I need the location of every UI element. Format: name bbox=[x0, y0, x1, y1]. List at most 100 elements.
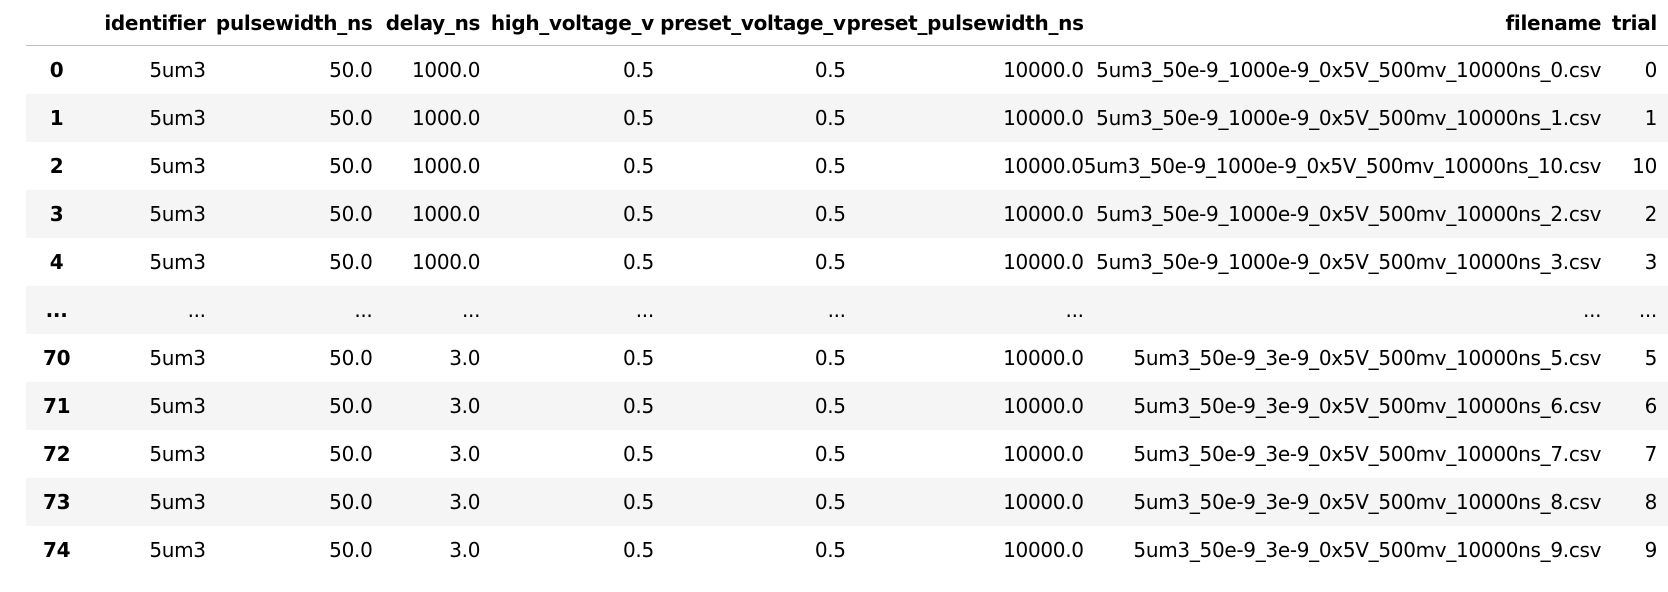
cell-high-voltage-v: ... bbox=[635, 298, 654, 322]
header-row: identifier pulsewidth_ns delay_ns high_v… bbox=[26, 0, 1668, 46]
cell-trial: 0 bbox=[1644, 58, 1658, 82]
cell-pulsewidth-ns: 50.0 bbox=[329, 202, 373, 226]
cell-delay-ns: 3.0 bbox=[449, 442, 481, 466]
cell-delay-ns: 3.0 bbox=[449, 394, 481, 418]
cell-high-voltage-v: 0.5 bbox=[622, 490, 654, 514]
cell-trial: 1 bbox=[1644, 106, 1658, 130]
cell-trial: 6 bbox=[1644, 394, 1658, 418]
column-header-preset-voltage-v: preset_voltage_v bbox=[653, 0, 846, 46]
row-index: 74 bbox=[42, 538, 71, 562]
table-row: 0 5um3 50.0 1000.0 0.5 0.5 10000.0 5um3_50e-9_1… bbox=[26, 46, 1668, 95]
row-index: 0 bbox=[49, 58, 64, 82]
row-index: 70 bbox=[42, 346, 71, 370]
column-header-delay-ns: delay_ns bbox=[372, 0, 480, 46]
cell-identifier: 5um3 bbox=[149, 106, 206, 130]
row-index: 2 bbox=[49, 154, 64, 178]
dataframe-table: identifier pulsewidth_ns delay_ns high_v… bbox=[26, 0, 1668, 574]
cell-filename: 5um3_50e-9_1000e-9_0x5V_500mv_10000ns_10… bbox=[1083, 154, 1602, 178]
cell-high-voltage-v: 0.5 bbox=[622, 202, 654, 226]
ellipsis-row: ........................... bbox=[26, 286, 1668, 334]
cell-identifier: 5um3 bbox=[149, 346, 206, 370]
cell-trial: 2 bbox=[1644, 202, 1658, 226]
cell-high-voltage-v: 0.5 bbox=[622, 58, 654, 82]
cell-trial: 7 bbox=[1644, 442, 1658, 466]
cell-preset-pulsewidth-ns: 10000.0 bbox=[1003, 250, 1084, 274]
cell-identifier: 5um3 bbox=[149, 394, 206, 418]
dataframe-output: identifier pulsewidth_ns delay_ns high_v… bbox=[26, 0, 1668, 574]
cell-filename: 5um3_50e-9_1000e-9_0x5V_500mv_10000ns_1.… bbox=[1096, 106, 1602, 130]
cell-pulsewidth-ns: 50.0 bbox=[329, 106, 373, 130]
cell-pulsewidth-ns: 50.0 bbox=[329, 58, 373, 82]
cell-delay-ns: 3.0 bbox=[449, 490, 481, 514]
cell-identifier: 5um3 bbox=[149, 154, 206, 178]
cell-trial: 5 bbox=[1644, 346, 1658, 370]
table-row: 74 5um3 50.0 3.0 0.5 0.5 10000.0 5um3_50e-9_3e-… bbox=[26, 526, 1668, 574]
table-row: 2 5um3 50.0 1000.0 0.5 0.5 10000.0 5um3_50e-9_1… bbox=[26, 142, 1668, 190]
cell-identifier: 5um3 bbox=[149, 58, 206, 82]
cell-trial: ... bbox=[1638, 298, 1657, 322]
cell-preset-voltage-v: 0.5 bbox=[814, 394, 846, 418]
cell-preset-pulsewidth-ns: 10000.0 bbox=[1003, 154, 1084, 178]
row-index: 73 bbox=[42, 490, 71, 514]
cell-delay-ns: 1000.0 bbox=[411, 250, 481, 274]
cell-filename: ... bbox=[1583, 298, 1602, 322]
row-index: 72 bbox=[42, 442, 71, 466]
column-header-trial: trial bbox=[1601, 0, 1668, 46]
cell-delay-ns: 3.0 bbox=[449, 346, 481, 370]
cell-preset-pulsewidth-ns: 10000.0 bbox=[1003, 490, 1084, 514]
cell-preset-voltage-v: 0.5 bbox=[814, 538, 846, 562]
cell-filename: 5um3_50e-9_1000e-9_0x5V_500mv_10000ns_0.… bbox=[1096, 58, 1602, 82]
cell-identifier: ... bbox=[187, 298, 206, 322]
table-row: 4 5um3 50.0 1000.0 0.5 0.5 10000.0 5um3_50e-9_1… bbox=[26, 238, 1668, 286]
cell-filename: 5um3_50e-9_1000e-9_0x5V_500mv_10000ns_3.… bbox=[1096, 250, 1602, 274]
cell-preset-voltage-v: 0.5 bbox=[814, 58, 846, 82]
table-row: 73 5um3 50.0 3.0 0.5 0.5 10000.0 5um3_50e-9_3e-… bbox=[26, 478, 1668, 526]
cell-high-voltage-v: 0.5 bbox=[622, 250, 654, 274]
table-row: 3 5um3 50.0 1000.0 0.5 0.5 10000.0 5um3_50e-9_1… bbox=[26, 190, 1668, 238]
cell-identifier: 5um3 bbox=[149, 442, 206, 466]
table-row: 72 5um3 50.0 3.0 0.5 0.5 10000.0 5um3_50e-9_3e-… bbox=[26, 430, 1668, 478]
cell-delay-ns: 1000.0 bbox=[411, 202, 481, 226]
cell-filename: 5um3_50e-9_3e-9_0x5V_500mv_10000ns_5.csv bbox=[1133, 346, 1602, 370]
cell-high-voltage-v: 0.5 bbox=[622, 538, 654, 562]
cell-filename: 5um3_50e-9_1000e-9_0x5V_500mv_10000ns_2.… bbox=[1096, 202, 1602, 226]
cell-preset-pulsewidth-ns: 10000.0 bbox=[1003, 202, 1084, 226]
cell-preset-voltage-v: ... bbox=[827, 298, 846, 322]
cell-preset-voltage-v: 0.5 bbox=[814, 490, 846, 514]
cell-preset-pulsewidth-ns: 10000.0 bbox=[1003, 394, 1084, 418]
cell-preset-pulsewidth-ns: 10000.0 bbox=[1003, 442, 1084, 466]
column-header-identifier: identifier bbox=[87, 0, 206, 46]
row-index: 3 bbox=[49, 202, 64, 226]
cell-preset-voltage-v: 0.5 bbox=[814, 346, 846, 370]
cell-trial: 3 bbox=[1644, 250, 1658, 274]
cell-high-voltage-v: 0.5 bbox=[622, 394, 654, 418]
cell-preset-pulsewidth-ns: ... bbox=[1065, 298, 1084, 322]
cell-delay-ns: ... bbox=[461, 298, 481, 322]
cell-preset-voltage-v: 0.5 bbox=[814, 442, 846, 466]
column-header-filename: filename bbox=[1083, 0, 1602, 46]
cell-high-voltage-v: 0.5 bbox=[622, 346, 654, 370]
cell-filename: 5um3_50e-9_3e-9_0x5V_500mv_10000ns_8.csv bbox=[1133, 490, 1602, 514]
cell-preset-voltage-v: 0.5 bbox=[814, 106, 846, 130]
cell-preset-voltage-v: 0.5 bbox=[814, 250, 846, 274]
table-row: 1 5um3 50.0 1000.0 0.5 0.5 10000.0 5um3_50e-9_1… bbox=[26, 94, 1668, 142]
cell-delay-ns: 1000.0 bbox=[411, 106, 481, 130]
column-header-high-voltage-v: high_voltage_v bbox=[480, 0, 654, 46]
cell-pulsewidth-ns: 50.0 bbox=[329, 490, 373, 514]
cell-pulsewidth-ns: 50.0 bbox=[329, 154, 373, 178]
cell-high-voltage-v: 0.5 bbox=[622, 106, 654, 130]
cell-high-voltage-v: 0.5 bbox=[622, 154, 654, 178]
cell-identifier: 5um3 bbox=[149, 538, 206, 562]
cell-identifier: 5um3 bbox=[149, 490, 206, 514]
column-header-pulsewidth-ns: pulsewidth_ns bbox=[205, 0, 373, 46]
table-body: 0 5um3 50.0 1000.0 0.5 0.5 10000.0 5um3_50e-9_1… bbox=[26, 46, 1668, 575]
cell-pulsewidth-ns: 50.0 bbox=[329, 538, 373, 562]
cell-preset-pulsewidth-ns: 10000.0 bbox=[1003, 346, 1084, 370]
cell-trial: 8 bbox=[1644, 490, 1658, 514]
cell-pulsewidth-ns: 50.0 bbox=[329, 442, 373, 466]
row-index: ... bbox=[45, 298, 68, 322]
cell-pulsewidth-ns: ... bbox=[354, 298, 373, 322]
cell-identifier: 5um3 bbox=[149, 202, 206, 226]
cell-preset-pulsewidth-ns: 10000.0 bbox=[1003, 58, 1084, 82]
index-header bbox=[26, 0, 88, 46]
